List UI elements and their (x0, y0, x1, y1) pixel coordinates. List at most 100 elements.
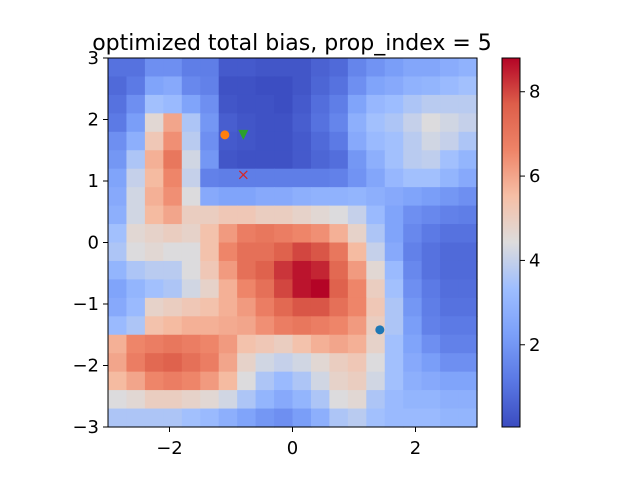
heatmap-cell (440, 113, 460, 133)
heatmap-cell (200, 371, 220, 391)
heatmap-cell (366, 168, 386, 188)
heatmap-cell (403, 353, 423, 373)
heatmap-cell (329, 390, 349, 410)
heatmap-cell (366, 150, 386, 170)
heatmap-cell (181, 187, 201, 207)
heatmap-cell (108, 94, 128, 114)
heatmap-cell (274, 279, 294, 299)
heatmap-cell (108, 297, 128, 317)
heatmap-cell (274, 353, 294, 373)
heatmap-cell (347, 131, 367, 151)
heatmap-cell (255, 297, 275, 317)
heatmap-cell (421, 334, 441, 354)
heatmap-cell (144, 58, 164, 78)
heatmap-cell (274, 168, 294, 188)
heatmap-cell (440, 390, 460, 410)
heatmap-cell (310, 131, 330, 151)
heatmap-cell (384, 390, 404, 410)
heatmap-cell (310, 334, 330, 354)
heatmap-cell (163, 279, 183, 299)
chart-title: optimized total bias, prop_index = 5 (92, 31, 492, 56)
heatmap-cell (163, 113, 183, 133)
heatmap-cell (292, 150, 312, 170)
heatmap-cell (292, 94, 312, 114)
heatmap-cell (329, 205, 349, 225)
axis-ticks: −2 0 2 3 2 1 0 −1 −2 −3 (72, 48, 421, 459)
heatmap-cell (163, 168, 183, 188)
colorbar-tick-label: 8 (529, 82, 540, 103)
heatmap-cell (347, 316, 367, 336)
heatmap-cell (163, 76, 183, 96)
heatmap-cell (126, 242, 146, 262)
heatmap-cell (255, 113, 275, 133)
heatmap-cell (384, 113, 404, 133)
heatmap-cell (329, 334, 349, 354)
heatmap-cell (200, 224, 220, 244)
heatmap-cell (255, 353, 275, 373)
heatmap-cell (163, 131, 183, 151)
heatmap-cell (292, 242, 312, 262)
heatmap-cell (163, 94, 183, 114)
heatmap-cell (366, 279, 386, 299)
heatmap-cell (366, 131, 386, 151)
heatmap-cell (329, 168, 349, 188)
heatmap-cell (403, 168, 423, 188)
heatmap-cell (237, 408, 257, 428)
heatmap-cell (108, 316, 128, 336)
heatmap-cell (384, 187, 404, 207)
heatmap-cell (384, 168, 404, 188)
heatmap-cell (292, 168, 312, 188)
heatmap-cell (329, 94, 349, 114)
heatmap-cell (329, 408, 349, 428)
heatmap-cell (329, 297, 349, 317)
heatmap-cell (237, 242, 257, 262)
heatmap-cell (144, 390, 164, 410)
heatmap-cell (200, 297, 220, 317)
heatmap-cell (237, 334, 257, 354)
heatmap-cell (292, 205, 312, 225)
heatmap-cell (237, 76, 257, 96)
heatmap-cell (108, 131, 128, 151)
heatmap-cell (126, 113, 146, 133)
heatmap-cell (181, 58, 201, 78)
heatmap-cell (181, 224, 201, 244)
heatmap-cell (163, 316, 183, 336)
heatmap-cell (255, 260, 275, 280)
heatmap-cell (329, 150, 349, 170)
heatmap-cell (108, 150, 128, 170)
heatmap-cell (292, 260, 312, 280)
heatmap-cell (144, 242, 164, 262)
heatmap-cell (181, 316, 201, 336)
heatmap-cell (218, 168, 238, 188)
colorbar (501, 57, 521, 428)
heatmap-cell (403, 150, 423, 170)
heatmap-cell (310, 316, 330, 336)
heatmap-cell (255, 76, 275, 96)
heatmap-cell (237, 371, 257, 391)
heatmap-cell (218, 242, 238, 262)
heatmap-cell (108, 334, 128, 354)
heatmap-cell (329, 353, 349, 373)
heatmap-cell (108, 58, 128, 78)
heatmap-cell (274, 408, 294, 428)
heatmap-cell (292, 131, 312, 151)
heatmap-cell (218, 334, 238, 354)
heatmap-cell (440, 94, 460, 114)
heatmap-cell (458, 242, 478, 262)
heatmap-cell (108, 224, 128, 244)
heatmap-cell (403, 131, 423, 151)
heatmap-cell (421, 242, 441, 262)
heatmap-cell (181, 205, 201, 225)
heatmap-cell (366, 260, 386, 280)
heatmap-cell (347, 279, 367, 299)
heatmap-cell (274, 131, 294, 151)
y-tick-label: −2 (72, 356, 99, 377)
heatmap-cell (458, 316, 478, 336)
heatmap-cell (310, 297, 330, 317)
heatmap-cell (126, 187, 146, 207)
heatmap-cell (458, 408, 478, 428)
heatmap-cell (274, 242, 294, 262)
heatmap-cell (347, 260, 367, 280)
heatmap-cell (384, 205, 404, 225)
heatmap-cell (458, 94, 478, 114)
